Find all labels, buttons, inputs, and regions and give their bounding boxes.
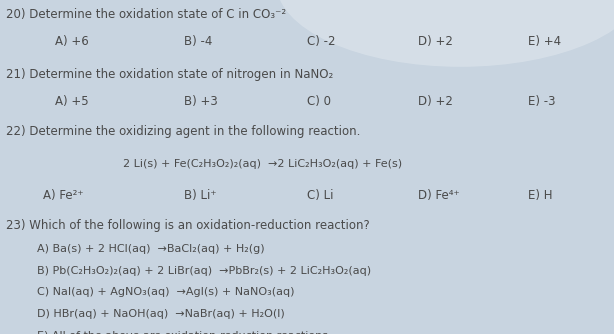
Text: A) Ba(s) + 2 HCl(aq)  →BaCl₂(aq) + H₂(g): A) Ba(s) + 2 HCl(aq) →BaCl₂(aq) + H₂(g)	[37, 244, 265, 254]
Text: C) NaI(aq) + AgNO₃(aq)  →AgI(s) + NaNO₃(aq): C) NaI(aq) + AgNO₃(aq) →AgI(s) + NaNO₃(a…	[37, 287, 294, 297]
Text: E) -3: E) -3	[528, 95, 556, 108]
Text: B) Li⁺: B) Li⁺	[184, 189, 217, 202]
Text: C) 0: C) 0	[307, 95, 331, 108]
Text: D) Fe⁴⁺: D) Fe⁴⁺	[418, 189, 459, 202]
Text: B) -4: B) -4	[184, 35, 212, 48]
Text: 23) Which of the following is an oxidation-reduction reaction?: 23) Which of the following is an oxidati…	[6, 219, 370, 232]
Text: E) H: E) H	[528, 189, 553, 202]
Text: D) +2: D) +2	[418, 95, 453, 108]
Text: A) +6: A) +6	[55, 35, 89, 48]
Text: 20) Determine the oxidation state of C in CO₃⁻²: 20) Determine the oxidation state of C i…	[6, 8, 286, 21]
Text: C) Li: C) Li	[307, 189, 333, 202]
Text: B) Pb(C₂H₃O₂)₂(aq) + 2 LiBr(aq)  →PbBr₂(s) + 2 LiC₂H₃O₂(aq): B) Pb(C₂H₃O₂)₂(aq) + 2 LiBr(aq) →PbBr₂(s…	[37, 266, 371, 276]
Text: E) +4: E) +4	[528, 35, 561, 48]
Text: C) -2: C) -2	[307, 35, 335, 48]
Text: E) All of the above are oxidation-reduction reactions.: E) All of the above are oxidation-reduct…	[37, 331, 332, 334]
Text: 22) Determine the oxidizing agent in the following reaction.: 22) Determine the oxidizing agent in the…	[6, 125, 360, 138]
Text: D) +2: D) +2	[418, 35, 453, 48]
Text: B) +3: B) +3	[184, 95, 218, 108]
Text: A) Fe²⁺: A) Fe²⁺	[43, 189, 84, 202]
Text: 21) Determine the oxidation state of nitrogen in NaNO₂: 21) Determine the oxidation state of nit…	[6, 68, 333, 81]
Text: 2 Li(s) + Fe(C₂H₃O₂)₂(aq)  →2 LiC₂H₃O₂(aq) + Fe(s): 2 Li(s) + Fe(C₂H₃O₂)₂(aq) →2 LiC₂H₃O₂(aq…	[123, 159, 402, 169]
Text: D) HBr(aq) + NaOH(aq)  →NaBr(aq) + H₂O(l): D) HBr(aq) + NaOH(aq) →NaBr(aq) + H₂O(l)	[37, 309, 285, 319]
Text: A) +5: A) +5	[55, 95, 89, 108]
Ellipse shape	[276, 0, 614, 67]
